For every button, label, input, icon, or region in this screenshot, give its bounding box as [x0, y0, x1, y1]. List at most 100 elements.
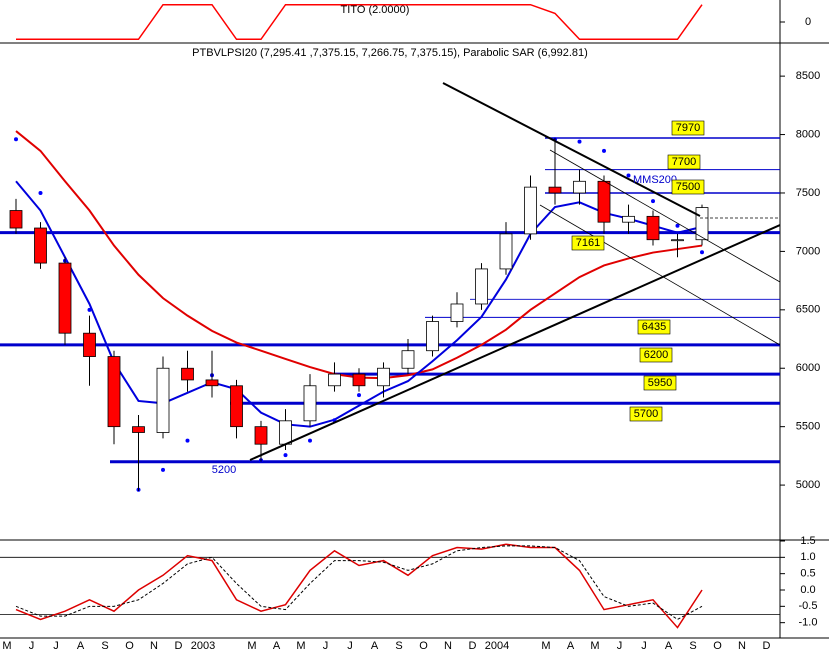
- trendline: [249, 224, 780, 461]
- candle-body: [9, 210, 23, 229]
- x-tick-label: M: [590, 640, 599, 652]
- y-tick-label: 5500: [796, 421, 820, 433]
- sar-dot: [283, 453, 288, 458]
- level-label-box: [629, 406, 663, 422]
- x-tick-label: S: [689, 640, 696, 652]
- candle-body: [548, 186, 562, 194]
- y-tick-label: 7000: [796, 245, 820, 257]
- candle-body: [622, 215, 635, 223]
- y-tick-label: 0: [805, 16, 811, 28]
- sar-dot: [87, 307, 92, 312]
- sar-dot: [675, 223, 680, 228]
- y-tick-label: 6500: [796, 304, 820, 316]
- y-tick-label: 1.0: [800, 551, 815, 563]
- y-tick-label: 0.0: [800, 584, 815, 596]
- x-tick-label: S: [101, 640, 108, 652]
- sar-dot: [357, 393, 361, 398]
- x-tick-label: J: [641, 640, 647, 652]
- sar-dot: [626, 173, 631, 178]
- candle-body: [377, 367, 390, 387]
- channel-line: [549, 149, 780, 283]
- level-label-box: [571, 235, 605, 251]
- x-tick-label: O: [125, 640, 134, 652]
- x-tick-label: S: [395, 640, 402, 652]
- x-tick-label: O: [713, 640, 722, 652]
- y-tick-label: -0.5: [799, 600, 818, 612]
- channel-line: [539, 204, 780, 346]
- level-label: 7161: [576, 237, 600, 249]
- candle-body: [34, 227, 47, 264]
- candle-body: [230, 385, 243, 428]
- x-tick-label: M: [247, 640, 256, 652]
- candle-body: [205, 379, 219, 387]
- level-label-box: [671, 120, 705, 136]
- x-tick-label: N: [150, 640, 158, 652]
- candle-body: [450, 303, 464, 322]
- x-tick-label: A: [567, 640, 575, 652]
- candle-body: [499, 233, 513, 270]
- x-tick-label: O: [419, 640, 428, 652]
- level-label: 6435: [642, 321, 666, 333]
- moving-average: [15, 180, 703, 428]
- y-tick-label: 5000: [796, 479, 820, 491]
- x-tick-label: M: [296, 640, 305, 652]
- level-label-box: [671, 179, 705, 195]
- candle-body: [279, 420, 292, 445]
- trendline: [442, 82, 701, 217]
- level-label-box: [637, 319, 671, 335]
- candle-body: [352, 373, 366, 387]
- y-tick-label: 0.5: [800, 568, 815, 580]
- candle-body: [83, 332, 96, 357]
- candle-body: [107, 356, 121, 428]
- y-tick-label: 7500: [796, 187, 820, 199]
- level-label: 5700: [634, 408, 658, 420]
- x-tick-label: A: [665, 640, 673, 652]
- candle-body: [573, 180, 586, 194]
- x-tick-label: D: [469, 640, 477, 652]
- y-tick-label: 8500: [796, 70, 820, 82]
- y-tick-label: 8000: [796, 128, 820, 140]
- x-tick-label: J: [29, 640, 35, 652]
- level-label-box: [667, 154, 701, 170]
- indicator-line: [15, 543, 703, 629]
- candle-body: [671, 239, 684, 242]
- candle-body: [475, 268, 488, 305]
- x-tick-label: J: [53, 640, 59, 652]
- level-label-box: [643, 375, 677, 391]
- y-tick-label: 1.5: [800, 535, 815, 547]
- candle-body: [646, 215, 660, 241]
- level-label: 5200: [212, 464, 236, 476]
- level-label: 7700: [672, 156, 696, 168]
- sar-dot: [14, 137, 18, 142]
- candle-body: [58, 262, 72, 334]
- x-tick-label: N: [444, 640, 452, 652]
- candle-body: [426, 321, 439, 352]
- y-tick-label: 6000: [796, 362, 820, 374]
- candle-body: [156, 367, 170, 433]
- candle-body: [181, 367, 194, 381]
- candle-body: [303, 385, 317, 422]
- indicator-title: TITO (2.0000): [341, 4, 410, 16]
- sar-dot: [185, 438, 190, 443]
- candle-body: [254, 426, 268, 445]
- candle-body: [597, 180, 611, 223]
- candle-body: [401, 350, 415, 369]
- x-tick-label: A: [273, 640, 281, 652]
- level-label: 7500: [676, 181, 700, 193]
- sar-dot: [308, 438, 312, 443]
- sar-dot: [602, 148, 606, 153]
- sar-dot: [161, 467, 165, 472]
- level-label: 5950: [648, 377, 672, 389]
- sar-dot: [651, 199, 655, 204]
- y-tick-label: -1.0: [799, 617, 818, 629]
- chart-title: PTBVLPSI20 (7,295.41 ,7,375.15, 7,266.75…: [192, 47, 588, 59]
- annotation: MMS200: [633, 174, 677, 186]
- x-tick-label: M: [541, 640, 550, 652]
- x-tick-label: D: [763, 640, 771, 652]
- sar-dot: [38, 190, 43, 195]
- plot-area: [0, 130, 780, 492]
- x-tick-label: N: [738, 640, 746, 652]
- x-tick-label: J: [323, 640, 329, 652]
